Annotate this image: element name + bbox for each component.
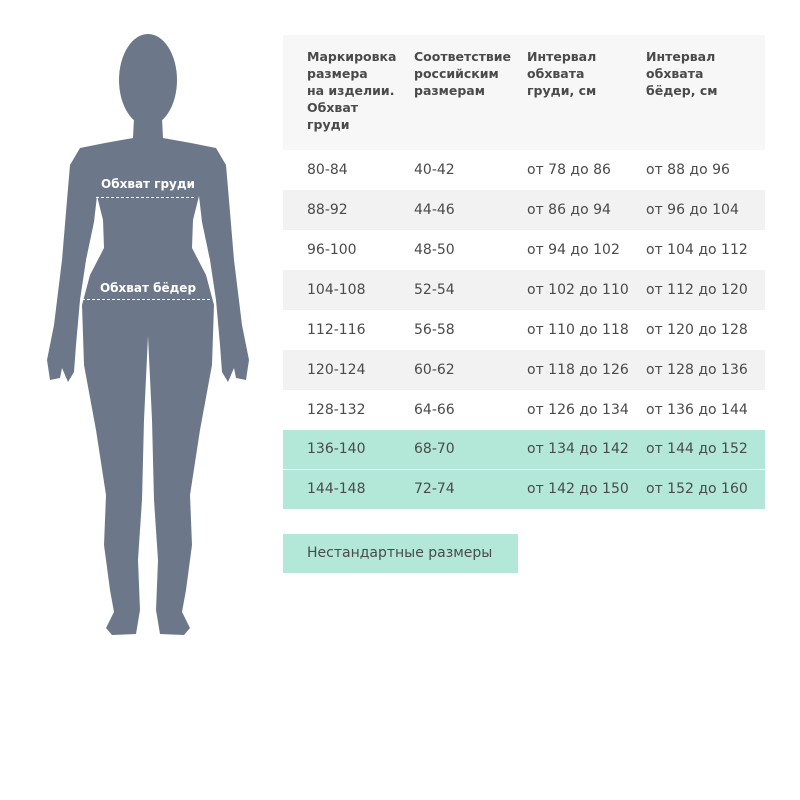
table-row: 112-116 56-58 от 110 до 118 от 120 до 128 (283, 310, 765, 350)
table-cell: от 104 до 112 (646, 242, 748, 258)
table-cell: 72-74 (414, 481, 455, 497)
table-cell: 88-92 (307, 202, 348, 218)
table-cell: 112-116 (307, 322, 366, 338)
hips-label: Обхват бёдер (99, 281, 197, 295)
header-russian-size: Соответствие российским размерам (414, 49, 512, 98)
table-cell: 40-42 (414, 162, 455, 178)
chest-label: Обхват груди (101, 177, 195, 191)
table-cell: 96-100 (307, 242, 357, 258)
chest-line (96, 197, 194, 198)
table-cell: 44-46 (414, 202, 455, 218)
table-cell: от 118 до 126 (527, 362, 629, 378)
table-cell: 60-62 (414, 362, 455, 378)
table-cell: от 94 до 102 (527, 242, 620, 258)
table-row: 120-124 60-62 от 118 до 126 от 128 до 136 (283, 350, 765, 390)
table-row: 128-132 64-66 от 126 до 134 от 136 до 144 (283, 390, 765, 430)
table-cell: от 112 до 120 (646, 282, 748, 298)
table-cell: 68-70 (414, 441, 455, 457)
table-cell: 120-124 (307, 362, 366, 378)
header-chest: Интервал обхвата груди, см (527, 49, 597, 98)
table-cell: от 86 до 94 (527, 202, 611, 218)
table-cell: от 136 до 144 (646, 402, 748, 418)
table-cell: от 96 до 104 (646, 202, 739, 218)
table-row: 136-140 68-70 от 134 до 142 от 144 до 152 (283, 430, 765, 470)
table-cell: от 78 до 86 (527, 162, 611, 178)
table-row: 104-108 52-54 от 102 до 110 от 112 до 120 (283, 270, 765, 310)
table-cell: от 126 до 134 (527, 402, 629, 418)
table-cell: 56-58 (414, 322, 455, 338)
size-table: Маркировка размера на изделии. Обхват гр… (283, 35, 765, 510)
table-cell: 48-50 (414, 242, 455, 258)
table-cell: 144-148 (307, 481, 366, 497)
header-hips: Интервал обхвата бёдер, см (646, 49, 718, 98)
table-cell: 136-140 (307, 441, 366, 457)
table-cell: от 134 до 142 (527, 441, 629, 457)
hips-line (82, 299, 210, 300)
table-row: 88-92 44-46 от 86 до 94 от 96 до 104 (283, 190, 765, 230)
table-cell: 80-84 (307, 162, 348, 178)
table-row: 80-84 40-42 от 78 до 86 от 88 до 96 (283, 150, 765, 190)
body-silhouette (47, 34, 249, 635)
table-cell: от 142 до 150 (527, 481, 629, 497)
table-row: 144-148 72-74 от 142 до 150 от 152 до 160 (283, 470, 765, 510)
table-row: 96-100 48-50 от 94 до 102 от 104 до 112 (283, 230, 765, 270)
table-cell: от 110 до 118 (527, 322, 629, 338)
table-cell: от 128 до 136 (646, 362, 748, 378)
table-cell: 104-108 (307, 282, 366, 298)
table-cell: от 102 до 110 (527, 282, 629, 298)
non-standard-sizes-button[interactable]: Нестандартные размеры (283, 534, 518, 573)
table-cell: 64-66 (414, 402, 455, 418)
table-header: Маркировка размера на изделии. Обхват гр… (283, 35, 765, 150)
table-cell: от 144 до 152 (646, 441, 748, 457)
table-cell: от 88 до 96 (646, 162, 730, 178)
header-marking: Маркировка размера на изделии. Обхват гр… (307, 49, 397, 132)
table-cell: от 120 до 128 (646, 322, 748, 338)
table-cell: 52-54 (414, 282, 455, 298)
table-cell: 128-132 (307, 402, 366, 418)
table-cell: от 152 до 160 (646, 481, 748, 497)
